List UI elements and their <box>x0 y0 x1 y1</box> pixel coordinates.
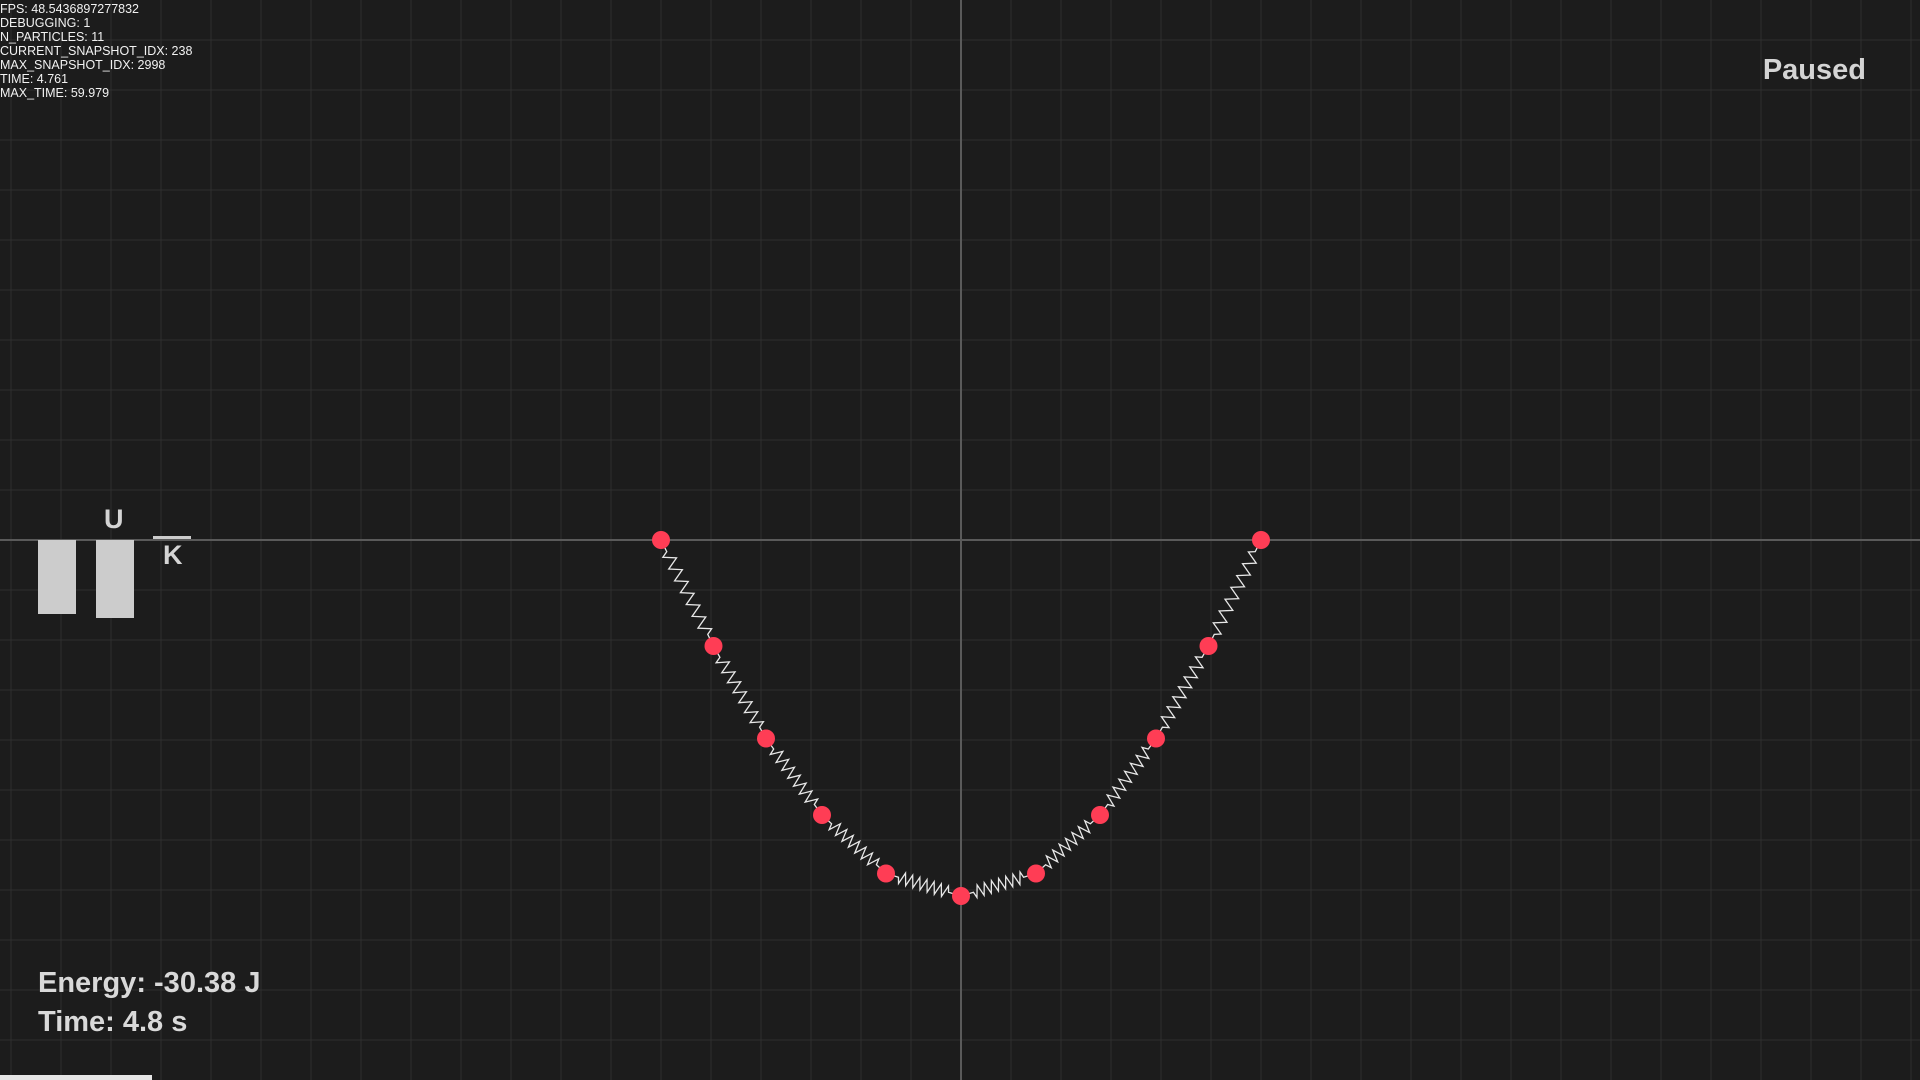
energy-readout: Energy: -30.38 J <box>38 967 261 999</box>
debug-fps: FPS: 48.5436897277832 <box>0 2 140 16</box>
spring <box>1040 819 1096 870</box>
particle[interactable] <box>952 887 970 905</box>
spring <box>892 871 955 899</box>
potential-energy-bar-secondary <box>96 540 134 618</box>
debug-overlay: FPS: 48.5436897277832 DEBUGGING: 1 N_PAR… <box>0 2 192 100</box>
playback-status: Paused <box>1762 54 1866 86</box>
spring <box>1103 743 1153 810</box>
particle[interactable] <box>1147 729 1165 748</box>
potential-energy-label: U <box>104 504 124 534</box>
particle[interactable] <box>1027 864 1045 883</box>
spring <box>1211 545 1259 641</box>
particles <box>652 531 1270 905</box>
particle[interactable] <box>704 637 723 655</box>
particle[interactable] <box>757 729 775 748</box>
particle[interactable] <box>1199 637 1218 655</box>
spring <box>1158 651 1206 733</box>
time-readout: Time: 4.8 s <box>38 1006 188 1038</box>
debug-max-snapshot-idx: MAX_SNAPSHOT_IDX: 2998 <box>0 58 166 72</box>
particle[interactable] <box>652 531 670 549</box>
spring <box>714 651 765 733</box>
spring <box>826 819 882 870</box>
particle[interactable] <box>1252 531 1270 549</box>
particle[interactable] <box>813 806 831 824</box>
particle[interactable] <box>1091 806 1109 824</box>
spring <box>768 743 820 810</box>
debug-time: TIME: 4.761 <box>0 72 69 86</box>
kinetic-energy-label: K <box>163 540 183 570</box>
kinetic-energy-bar <box>153 536 191 539</box>
debug-current-snapshot-idx: CURRENT_SNAPSHOT_IDX: 238 <box>0 44 193 58</box>
springs <box>661 545 1259 900</box>
particle[interactable] <box>877 864 895 883</box>
potential-energy-bar <box>38 540 76 614</box>
debug-n-particles: N_PARTICLES: 11 <box>0 30 105 44</box>
debug-max-time: MAX_TIME: 59.979 <box>0 86 110 100</box>
playback-progress-bar[interactable] <box>0 1075 152 1080</box>
spring <box>967 869 1030 900</box>
debug-debugging: DEBUGGING: 1 <box>0 16 91 30</box>
spring <box>661 545 713 641</box>
